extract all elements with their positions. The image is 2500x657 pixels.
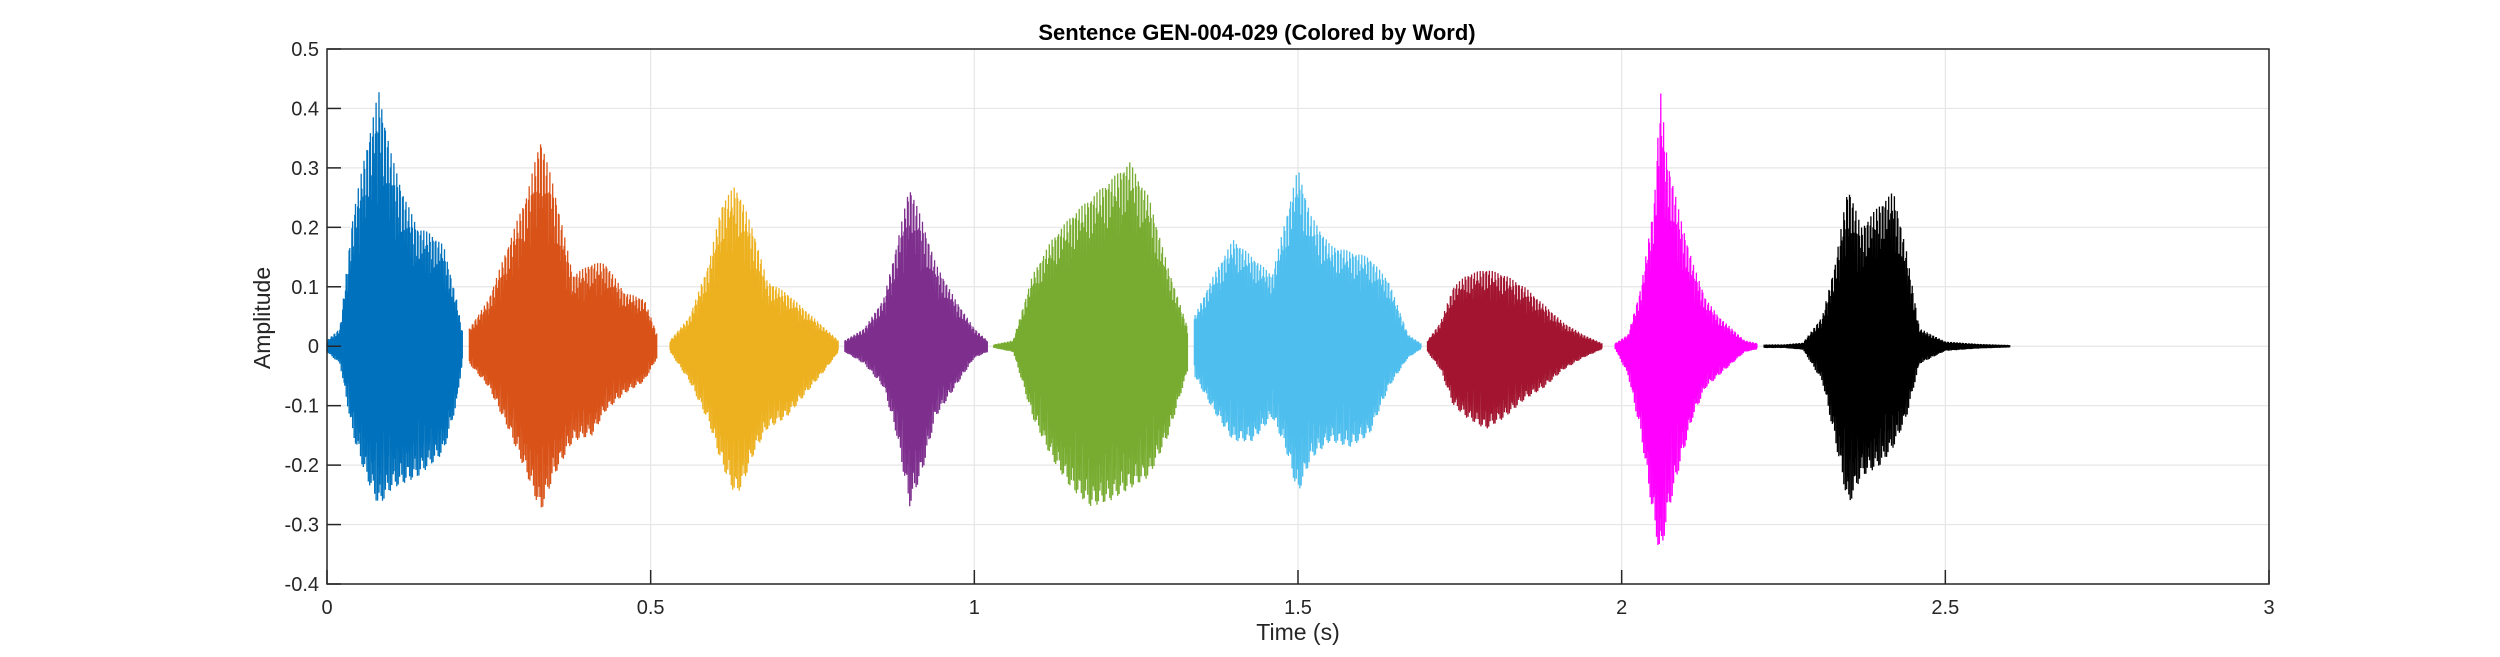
word-waveform-2 bbox=[468, 144, 658, 508]
waveform-series bbox=[326, 92, 2011, 546]
word-waveform-4 bbox=[844, 192, 988, 507]
chart-title: Sentence GEN-004-029 (Colored by Word) bbox=[1038, 20, 1475, 45]
x-tick-label: 1.5 bbox=[1284, 597, 1312, 619]
x-tick-label: 1 bbox=[969, 597, 980, 619]
y-tick-label: -0.2 bbox=[285, 455, 319, 477]
y-axis-label: Amplitude bbox=[249, 267, 275, 369]
word-waveform-9 bbox=[1763, 193, 2011, 501]
x-tick-label: 3 bbox=[2263, 597, 2274, 619]
x-tick-label: 2.5 bbox=[1931, 597, 1959, 619]
y-tick-label: 0.2 bbox=[291, 217, 319, 239]
x-axis: 0 0.5 1 1.5 2 2.5 3 bbox=[321, 570, 2275, 619]
y-tick-label: 0.4 bbox=[291, 98, 319, 120]
x-tick-label: 0.5 bbox=[637, 597, 665, 619]
y-tick-label: 0 bbox=[308, 336, 319, 358]
word-waveform-7 bbox=[1426, 270, 1603, 429]
y-tick-label: 0.3 bbox=[291, 158, 319, 180]
y-tick-label: 0.5 bbox=[291, 39, 319, 61]
word-waveform-5 bbox=[993, 162, 1189, 507]
x-axis-label: Time (s) bbox=[1256, 619, 1339, 645]
y-tick-label: -0.1 bbox=[285, 396, 319, 418]
y-axis: -0.4 -0.3 -0.2 -0.1 0 0.1 0.2 0.3 0.4 0.5 bbox=[285, 39, 341, 596]
word-waveform-3 bbox=[669, 187, 839, 491]
word-waveform-6 bbox=[1193, 172, 1422, 489]
x-tick-label: 0 bbox=[321, 597, 332, 619]
y-tick-label: -0.3 bbox=[285, 515, 319, 537]
x-tick-label: 2 bbox=[1616, 597, 1627, 619]
y-tick-label: 0.1 bbox=[291, 277, 319, 299]
word-waveform-8 bbox=[1614, 93, 1758, 546]
word-waveform-1 bbox=[326, 92, 463, 501]
y-tick-label: -0.4 bbox=[285, 574, 319, 596]
